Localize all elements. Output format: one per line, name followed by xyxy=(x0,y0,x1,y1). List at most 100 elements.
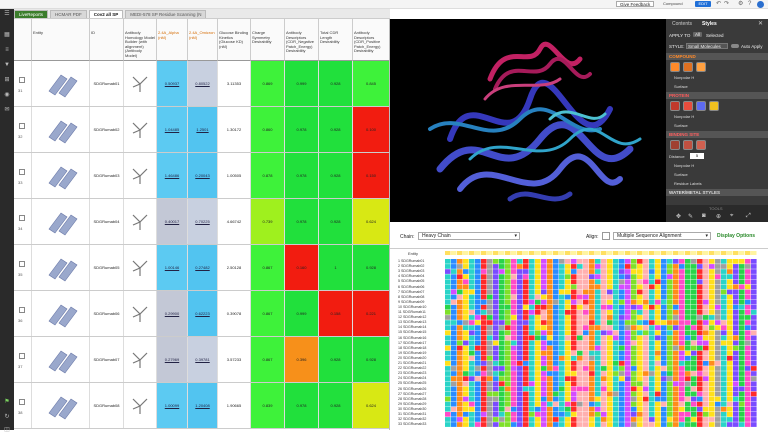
omicron-value-cell[interactable]: 1.2501 xyxy=(188,107,218,152)
comment-icon[interactable]: ✉ xyxy=(4,107,10,113)
row-select-cell[interactable]: 32 xyxy=(14,107,32,152)
sequence-name[interactable]: 10 SDGRumab10 xyxy=(398,304,427,309)
menu-icon[interactable]: ☰ xyxy=(4,11,10,17)
display-options-button[interactable]: Display Options xyxy=(717,233,756,239)
column-header-omicron[interactable]: 2.4A_Omicron (nM) xyxy=(188,19,218,61)
table-row[interactable]: 33 SDGRumab03 1.46486 0.20043 1.00505 0.878 0.… xyxy=(14,153,389,199)
entity-structure-cell[interactable] xyxy=(32,199,90,244)
binding-nonpolar-checkbox[interactable]: Nonpolar H xyxy=(674,163,695,168)
table-row[interactable]: 34 SDGRumab04 0.40017 0.70225 4.66742 0.739 0.… xyxy=(14,199,389,245)
entity-structure-cell[interactable] xyxy=(32,153,90,198)
antibody-model-cell[interactable] xyxy=(124,61,157,106)
distance-input[interactable]: 5 xyxy=(690,153,704,159)
apply-selected-toggle[interactable]: Selected xyxy=(706,33,724,38)
align-dropdown[interactable]: Multiple Sequence Alignment ▾ xyxy=(613,232,711,240)
filter-icon[interactable]: ▼ xyxy=(4,62,10,68)
antibody-model-cell[interactable] xyxy=(124,245,157,290)
protein-style-trace-icon[interactable] xyxy=(696,101,706,111)
sequence-name[interactable]: 18 SDGRumab18 xyxy=(398,345,427,350)
table-row[interactable]: 35 SDGRumab05 1.00146 0.27482 2.50128 0.867 0.… xyxy=(14,245,389,291)
sequence-name[interactable]: 30 SDGRumab30 xyxy=(398,406,427,411)
sequence-name[interactable]: 24 SDGRumab24 xyxy=(398,376,427,381)
sequence-name[interactable]: 9 SDGRumab09 xyxy=(398,299,425,304)
residue-labels-checkbox[interactable]: Residue Labels xyxy=(674,181,702,186)
row-select-cell[interactable]: 31 xyxy=(14,61,32,106)
row-select-cell[interactable]: 37 xyxy=(14,337,32,382)
alpha-value-cell[interactable]: 0.29900 xyxy=(157,291,188,336)
column-header-charge-symmetry[interactable]: Charge Symmetry Desirability xyxy=(251,19,285,61)
entity-structure-cell[interactable] xyxy=(32,291,90,336)
row-checkbox[interactable] xyxy=(19,169,25,175)
sequence-name[interactable]: 8 SDGRumab08 xyxy=(398,294,425,299)
sequence-name[interactable]: 23 SDGRumab23 xyxy=(398,371,427,376)
sequence-name[interactable]: 2 SDGRumab02 xyxy=(398,264,425,269)
alpha-value-cell[interactable]: 0.50937 xyxy=(157,61,188,106)
chain-dropdown[interactable]: Heavy Chain ▾ xyxy=(418,232,520,240)
measure-tool-icon[interactable]: ⊕ xyxy=(716,214,722,220)
sequence-name[interactable]: 16 SDGRumab16 xyxy=(398,335,427,340)
column-header-id[interactable]: ID xyxy=(90,19,124,61)
alpha-value-cell[interactable]: 1.46486 xyxy=(157,153,188,198)
close-panel-icon[interactable]: ✕ xyxy=(758,21,764,27)
apply-all-toggle[interactable]: All xyxy=(693,32,703,37)
sequence-name[interactable]: 5 SDGRumab05 xyxy=(398,279,425,284)
tab-hcmar-pdf[interactable]: HCMAR PDF xyxy=(50,10,87,18)
compound-selector[interactable]: Compound xyxy=(663,1,683,6)
sequence-name[interactable]: 7 SDGRumab07 xyxy=(398,289,425,294)
auto-apply-toggle[interactable] xyxy=(731,44,739,48)
sequence-name[interactable]: 28 SDGRumab28 xyxy=(398,396,427,401)
column-header-cdr-length[interactable]: Total CDR Length Desirability xyxy=(319,19,353,61)
sequence-name[interactable]: 15 SDGRumab15 xyxy=(398,330,427,335)
compound-surface-checkbox[interactable]: Surface xyxy=(674,84,688,89)
row-checkbox[interactable] xyxy=(19,215,25,221)
row-checkbox[interactable] xyxy=(19,307,25,313)
sequence-name[interactable]: 31 SDGRumab31 xyxy=(398,412,427,416)
omicron-value-cell[interactable]: 0.70225 xyxy=(188,199,218,244)
alpha-value-cell[interactable]: 0.27969 xyxy=(157,337,188,382)
column-header-antibody-model[interactable]: Antibody Homology Model Builder (with al… xyxy=(124,19,157,61)
sequence-name[interactable]: 6 SDGRumab06 xyxy=(398,284,425,289)
protein-style-ribbon-icon[interactable] xyxy=(670,101,680,111)
alpha-value-cell[interactable]: 1.04485 xyxy=(157,107,188,152)
undo-icon[interactable]: ↶ xyxy=(716,1,722,7)
sequence-name[interactable]: 12 SDGRumab12 xyxy=(398,315,427,320)
antibody-model-cell[interactable] xyxy=(124,153,157,198)
row-select-cell[interactable]: 36 xyxy=(14,291,32,336)
alpha-value-cell[interactable]: 1.00146 xyxy=(157,245,188,290)
row-select-cell[interactable]: 38 xyxy=(14,383,32,428)
table-row[interactable]: 38 SDGRumab08 1.00099 1.20408 1.90665 0.839 0.… xyxy=(14,383,389,429)
compound-style-stick-icon[interactable] xyxy=(683,62,693,72)
redo-icon[interactable]: ↷ xyxy=(724,1,730,7)
omicron-value-cell[interactable]: 0.62223 xyxy=(188,291,218,336)
tab-cov2-all-sp[interactable]: Cov2 all SP xyxy=(88,10,124,18)
antibody-model-cell[interactable] xyxy=(124,107,157,152)
sequence-name[interactable]: 14 SDGRumab14 xyxy=(398,325,427,330)
column-header-negative-patch[interactable]: Antibody Descriptors (CDR_Negative Patch… xyxy=(285,19,319,61)
column-header-alpha[interactable]: 2.4A_Alpha (nM) xyxy=(157,19,188,61)
row-checkbox[interactable] xyxy=(19,123,25,129)
row-select-cell[interactable]: 34 xyxy=(14,199,32,244)
table-row[interactable]: 36 SDGRumab06 0.29900 0.62223 0.39078 0.867 0.… xyxy=(14,291,389,337)
antibody-model-cell[interactable] xyxy=(124,199,157,244)
row-checkbox[interactable] xyxy=(19,261,25,267)
alpha-value-cell[interactable]: 0.40017 xyxy=(157,199,188,244)
column-header-glucose-kd[interactable]: Glucose Binding Kinetics (Glucose KD) (n… xyxy=(218,19,251,61)
center-tool-icon[interactable]: ⌖ xyxy=(730,213,734,219)
eye-icon[interactable]: ◉ xyxy=(4,92,10,98)
binding-surface-checkbox[interactable]: Surface xyxy=(674,172,688,177)
flag-icon[interactable]: ⚑ xyxy=(4,399,10,405)
binding-style-ribbon-icon[interactable] xyxy=(670,140,680,150)
antibody-model-cell[interactable] xyxy=(124,291,157,336)
sequence-name[interactable]: 25 SDGRumab25 xyxy=(398,381,427,386)
protein-nonpolar-checkbox[interactable]: Nonpolar H xyxy=(674,114,695,119)
tab-styles[interactable]: Styles xyxy=(702,21,717,27)
sequence-name[interactable]: 33 SDGRumab33 xyxy=(398,422,427,427)
sequence-name[interactable]: 22 SDGRumab22 xyxy=(398,366,427,371)
sequence-name[interactable]: 27 SDGRumab27 xyxy=(398,391,427,396)
binding-style-stick-icon[interactable] xyxy=(683,140,693,150)
omicron-value-cell[interactable]: 0.39781 xyxy=(188,337,218,382)
sequence-name[interactable]: 1 SDGRumab01 xyxy=(398,259,425,263)
sequence-name[interactable]: 13 SDGRumab13 xyxy=(398,320,427,325)
sequence-name[interactable]: 17 SDGRumab17 xyxy=(398,340,427,345)
row-checkbox[interactable] xyxy=(19,353,25,359)
